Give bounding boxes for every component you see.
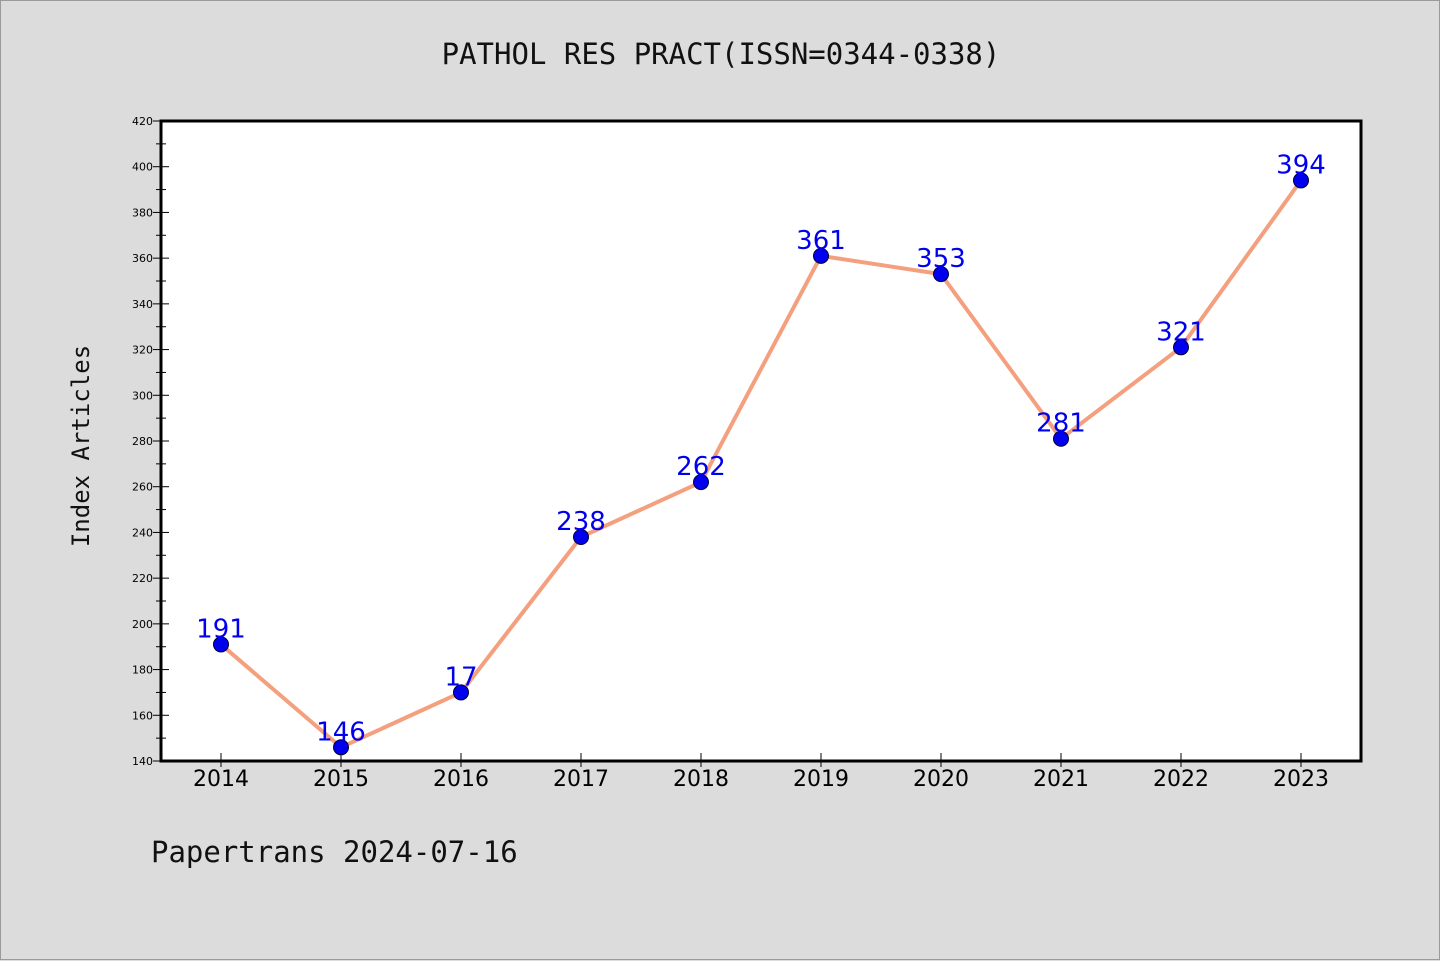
data-point — [213, 636, 229, 653]
y-tick-label: 380 — [132, 206, 153, 219]
y-tick-label: 340 — [132, 298, 153, 311]
data-label: 361 — [796, 226, 846, 256]
x-tick-label: 2017 — [553, 767, 609, 792]
y-tick-label: 220 — [132, 572, 153, 585]
data-label: 191 — [196, 614, 246, 644]
y-tick-label: 320 — [132, 344, 153, 357]
x-tick-label: 2019 — [793, 767, 849, 792]
x-tick-label: 2015 — [313, 767, 369, 792]
data-label: 281 — [1036, 409, 1086, 439]
y-tick-label: 420 — [132, 115, 153, 128]
data-label: 321 — [1156, 317, 1206, 347]
data-point — [333, 739, 349, 756]
x-tick-label: 2023 — [1273, 767, 1329, 792]
x-tick-label: 2021 — [1033, 767, 1089, 792]
y-tick-label: 180 — [132, 664, 153, 677]
x-tick-label: 2020 — [913, 767, 969, 792]
y-tick-label: 200 — [132, 618, 153, 631]
y-tick-label: 160 — [132, 709, 153, 722]
data-label: 353 — [916, 244, 966, 274]
series-line — [219, 178, 1303, 750]
y-tick-label: 300 — [132, 389, 153, 402]
data-label: 17 — [444, 662, 477, 692]
data-point — [453, 684, 469, 701]
chart-title: PATHOL RES PRACT(ISSN=0344-0338) — [441, 37, 1001, 71]
data-label: 146 — [316, 717, 366, 747]
data-point — [693, 474, 709, 491]
data-label: 394 — [1276, 150, 1326, 180]
data-point — [573, 529, 589, 545]
footer-credit: Papertrans 2024-07-16 — [151, 835, 518, 869]
y-tick-label: 400 — [132, 161, 153, 174]
x-tick-label: 2016 — [433, 767, 489, 792]
data-point — [813, 247, 829, 264]
x-tick-label: 2022 — [1153, 767, 1209, 792]
y-tick-label: 360 — [132, 252, 153, 265]
data-point — [1293, 172, 1309, 189]
data-point — [1173, 339, 1189, 356]
data-point — [1053, 430, 1069, 447]
x-tick-label: 2014 — [193, 767, 249, 792]
plot-area — [159, 119, 1363, 763]
data-point — [933, 266, 949, 283]
x-tick-label: 2018 — [673, 767, 729, 792]
y-tick-label: 260 — [132, 481, 153, 494]
data-label: 238 — [556, 507, 606, 537]
data-label: 262 — [676, 452, 726, 482]
y-tick-label: 280 — [132, 435, 153, 448]
y-tick-label: 140 — [132, 755, 153, 768]
y-tick-label: 240 — [132, 526, 153, 539]
